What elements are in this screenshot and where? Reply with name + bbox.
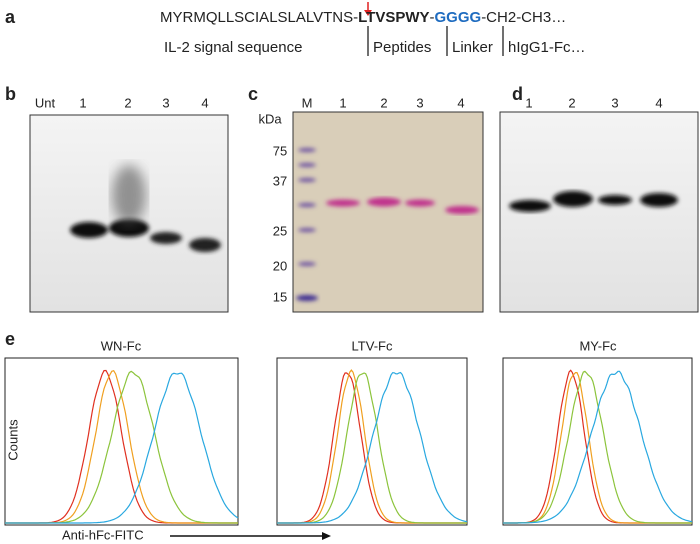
plot-frames: [4, 357, 693, 526]
lane-label: 4: [457, 95, 464, 110]
histograms: [5, 369, 693, 524]
panel-label: d: [512, 84, 523, 104]
sequence-part: LTVSPWY: [358, 9, 429, 26]
sequence-part: MYRMQLLSCIALSLALVTNS-: [160, 9, 358, 26]
histogram-curve: [503, 370, 692, 524]
plot-title: LTV-Fc: [352, 338, 393, 353]
x-axis-label: Anti-hFc-FITC: [62, 527, 144, 542]
lane-label: 2: [124, 95, 131, 110]
lane-label: 1: [525, 95, 532, 110]
region-label: IL-2 signal sequence: [164, 39, 302, 56]
gel-bands: [326, 197, 479, 214]
lane-label: 4: [201, 95, 208, 110]
lane-label: 1: [79, 95, 86, 110]
bands: [70, 219, 221, 252]
smear: [112, 165, 146, 225]
lane-label: 1: [339, 95, 346, 110]
region-label: hIgG1-Fc…: [508, 39, 586, 56]
lane-label: Unt: [35, 95, 56, 110]
histogram-curve: [503, 370, 693, 524]
arrow-head: [364, 10, 372, 16]
dividers: [367, 26, 504, 56]
histogram-curve: [5, 370, 238, 524]
marker-label: 37: [273, 173, 287, 188]
lane-label: 3: [162, 95, 169, 110]
lane-label: 3: [611, 95, 618, 110]
plot-title: MY-Fc: [579, 338, 617, 353]
sequence-part: GGGG: [435, 9, 482, 26]
marker-label: 15: [273, 289, 287, 304]
histogram-curve: [277, 372, 467, 524]
marker-label: 25: [273, 223, 287, 238]
sequence-part: -CH2-CH3…: [481, 9, 566, 26]
unit-label: kDa: [258, 111, 282, 126]
lane-label: 2: [380, 95, 387, 110]
bands: [509, 191, 678, 212]
lane-label: 4: [655, 95, 662, 110]
lane-label: M: [302, 95, 313, 110]
ladder: [296, 148, 318, 301]
axis-arrow-head: [322, 532, 331, 540]
panel-label: c: [248, 84, 258, 104]
lane-label: 3: [416, 95, 423, 110]
sequence-part: -: [430, 9, 435, 26]
blot: [499, 111, 699, 313]
panel-label: e: [5, 329, 15, 349]
histogram-curve: [277, 369, 467, 524]
marker-label: 75: [273, 143, 287, 158]
histogram-curve: [277, 371, 468, 524]
region-label: Linker: [452, 39, 493, 56]
lane-label: 2: [568, 95, 575, 110]
sequence: MYRMQLLSCIALSLALVTNS-LTVSPWY-GGGG-CH2-CH…: [160, 9, 566, 26]
y-axis-label: Counts: [5, 419, 20, 461]
histogram-curve: [277, 372, 467, 524]
region-label: Peptides: [373, 39, 431, 56]
panel-label: b: [5, 84, 16, 104]
marker-label: 20: [273, 258, 287, 273]
plot-title: WN-Fc: [101, 338, 142, 353]
panel-label: a: [5, 7, 16, 27]
histogram-curve: [5, 372, 239, 524]
